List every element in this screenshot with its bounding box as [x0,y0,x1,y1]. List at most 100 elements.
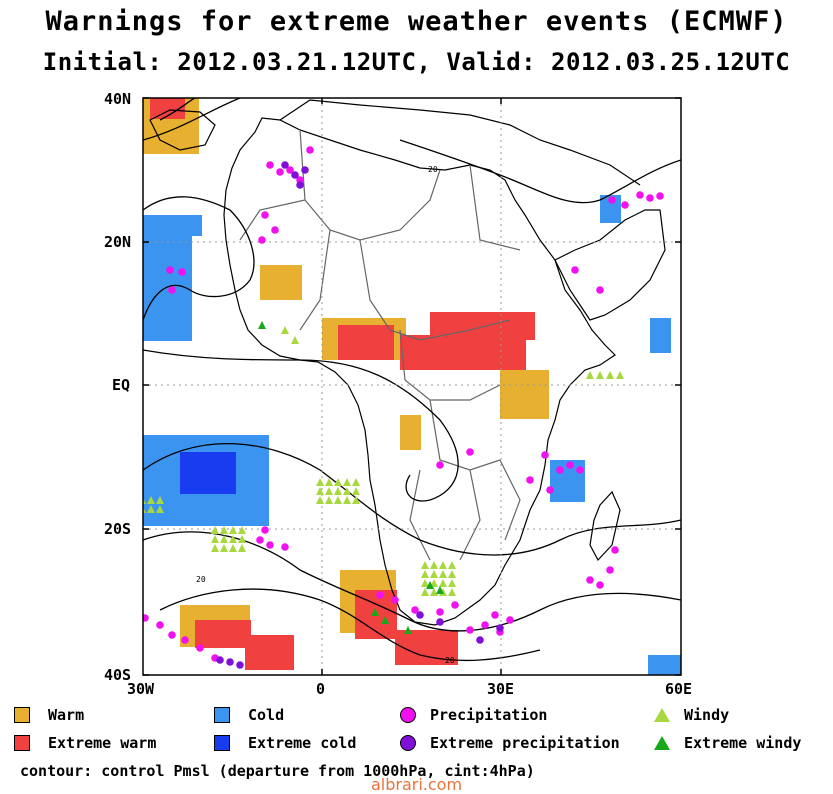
warm-cell [260,279,267,286]
extreme-warm-cell [519,342,526,349]
cold-cell [143,327,150,334]
cold-cell [185,442,192,449]
extreme-warm-cell [266,656,273,663]
windy-triangle [147,496,155,504]
lon-label-60e: 60E [665,680,693,698]
cold-cell [662,655,669,662]
cold-cell [255,456,262,463]
extreme-precipitation-circle-icon [400,735,416,751]
cold-cell [185,334,192,341]
warm-cell [340,619,347,626]
extreme-warm-cell [493,312,500,319]
precipitation-dot [611,546,619,554]
warm-cell [500,405,507,412]
lat-label-eq: EQ [112,376,131,394]
extreme-warm-cell [437,637,444,644]
extreme-warm-cell [355,618,362,625]
extreme-warm-cell [512,342,519,349]
extreme-warm-cell [437,312,444,319]
extreme-warm-cell [230,641,237,648]
windy-triangle [448,579,456,587]
extreme-warm-cell [380,325,387,332]
cold-cell [185,271,192,278]
warm-cell [361,584,368,591]
cold-cell [578,488,585,495]
extreme-warm-cell [407,335,414,342]
extreme-warm-cell [171,112,178,119]
extreme-windy-triangle [371,608,379,616]
cold-cell [262,505,269,512]
warm-cell [507,405,514,412]
extreme-warm-cell [383,604,390,611]
cold-cell [195,215,202,222]
extreme-warm-cell [383,597,390,604]
cold-cell [199,498,206,505]
precipitation-dots-layer [143,146,664,669]
extreme-warm-cell [458,312,465,319]
warm-cell [180,640,187,647]
extreme-warm-cell [491,363,498,370]
warm-cell [507,412,514,419]
extreme-cold-cell [194,487,201,494]
extreme-warm-cell [380,339,387,346]
extreme-warm-cell [437,630,444,637]
extreme-warm-cell [500,319,507,326]
cold-cell [262,519,269,526]
precipitation-dot [466,626,474,634]
windy-triangle [316,496,324,504]
extreme-cold-cell [222,459,229,466]
precipitation-dot [481,621,489,629]
windy-triangle [238,544,246,552]
extreme-warm-cell [416,658,423,665]
windy-triangle [156,505,164,513]
cold-cell [557,488,564,495]
precipitation-dot [416,611,424,619]
legend-precipitation: Precipitation [400,706,547,724]
warm-cell [336,318,343,325]
warm-cell [340,584,347,591]
warm-cell [192,98,199,105]
cold-cell [664,346,671,353]
warm-cell [260,272,267,279]
extreme-warm-cell [245,649,252,656]
warm-cell [514,370,521,377]
windy-triangle [229,526,237,534]
lon-label-30w: 30W [127,680,155,698]
precipitation-dot [281,543,289,551]
extreme-warm-cell [387,339,394,346]
extreme-warm-cell [369,618,376,625]
extreme-warm-cell [345,339,352,346]
extreme-warm-cell [444,651,451,658]
cold-cell [157,512,164,519]
cold-cell [171,463,178,470]
extreme-cold-cell [208,487,215,494]
cold-cell [234,442,241,449]
cold-cell [262,498,269,505]
cold-cell [150,334,157,341]
extreme-cold-cell [229,487,236,494]
warm-cell [194,612,201,619]
cold-cell [157,264,164,271]
border-lines [239,129,521,561]
extreme-warm-cell [507,326,514,333]
cold-cell [669,655,676,662]
warm-cell [407,415,414,422]
windy-triangle [334,478,342,486]
extreme-warm-cell [345,346,352,353]
cold-cell [262,512,269,519]
warm-cell [178,133,185,140]
extreme-warm-cell [352,325,359,332]
cold-cell [150,222,157,229]
cold-cell [227,435,234,442]
cold-cell [648,655,655,662]
cold-cell [178,435,185,442]
extreme-warm-cell [395,637,402,644]
cold-cell [676,655,681,662]
precipitation-dot [178,268,186,276]
extreme-warm-cell [451,326,458,333]
extreme-warm-cell [150,112,157,119]
extreme-warm-cell [202,627,209,634]
cold-cell [185,435,192,442]
warm-cell [357,318,364,325]
extreme-warm-cell [479,326,486,333]
